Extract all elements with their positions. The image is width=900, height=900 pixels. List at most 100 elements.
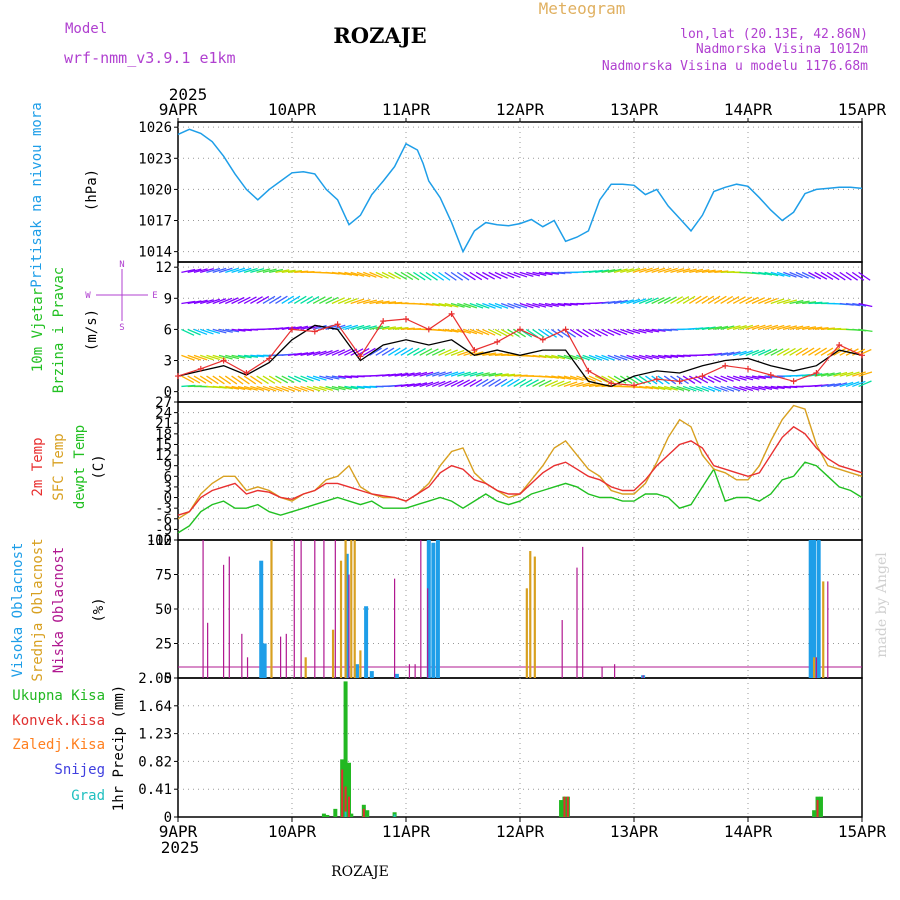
rose-north: N — [119, 260, 124, 270]
wind-red-marker — [471, 347, 478, 354]
wind-arrow — [187, 375, 201, 384]
wind-arrow — [363, 271, 377, 278]
wind-arrow — [676, 375, 689, 385]
wind-arrow — [438, 302, 453, 308]
wind-arrow — [695, 269, 710, 274]
wind-arrow — [676, 295, 690, 305]
wind-arrow — [494, 302, 509, 309]
wind-arrow — [701, 269, 716, 274]
cloud-mid-label: Srednja Oblacnost — [30, 538, 46, 681]
date-label-top: 10APR — [268, 100, 317, 119]
wind-arrow — [218, 297, 233, 305]
wind-arrow — [300, 385, 314, 392]
wind-arrow — [808, 347, 821, 356]
wind-arrow — [682, 295, 696, 305]
y-tick-label: 3 — [164, 354, 172, 370]
wind-arrow — [820, 271, 834, 281]
wind-arrow — [419, 348, 433, 356]
wind-arrow — [362, 347, 376, 356]
wind-arrow — [488, 352, 503, 356]
wind-arrow — [193, 328, 208, 336]
high-cloud-bar — [812, 540, 817, 678]
wind-arrow — [751, 324, 766, 331]
wind-arrow — [538, 271, 553, 276]
wind-arrow — [538, 328, 551, 338]
wind-arrow — [833, 382, 848, 388]
wind-arrow — [256, 385, 271, 392]
wind-arrow — [776, 324, 791, 331]
wind-arrow — [613, 299, 628, 305]
rose-west: W — [85, 291, 91, 301]
wind-red-marker — [836, 341, 843, 348]
wind-arrow — [444, 379, 458, 388]
wind-arrow — [739, 350, 753, 356]
wind-arrow — [783, 299, 798, 305]
wind-arrow — [607, 328, 621, 336]
wind-arrow — [638, 267, 653, 273]
wind-arrow — [475, 328, 490, 336]
wind-arrow — [732, 296, 746, 305]
y-tick-label: 0.82 — [138, 754, 172, 770]
wind-arrow — [256, 268, 271, 273]
y-tick-label: -9 — [155, 522, 172, 538]
wind-arrow — [701, 326, 716, 331]
wind-arrow — [770, 348, 784, 356]
date-label-top: 9APR — [159, 100, 198, 119]
total-precip-bar — [325, 814, 330, 817]
wind-arrow — [275, 326, 290, 331]
wind-arrow — [193, 375, 207, 384]
high-cloud-bar — [426, 540, 431, 678]
wind-arrow — [438, 349, 452, 356]
wind-arrow — [513, 302, 528, 309]
wind-arrow — [645, 297, 659, 305]
wind-arrow — [338, 375, 353, 379]
wind-arrow — [469, 351, 484, 356]
wind-arrow — [425, 271, 438, 281]
wind-arrow — [776, 271, 791, 278]
wind-arrow — [576, 328, 589, 338]
wind-arrow — [306, 385, 321, 392]
wind-red-marker — [243, 369, 250, 376]
wind-red-marker — [631, 382, 637, 389]
wind-arrow — [500, 328, 514, 337]
wind-arrow — [356, 385, 371, 389]
wind-arrow — [664, 354, 679, 358]
wind-arrow — [319, 296, 333, 305]
high-cloud-bar — [262, 643, 267, 678]
wind-arrow — [701, 385, 716, 392]
wind-arrow — [732, 385, 747, 392]
wind-arrow — [406, 347, 420, 356]
wind-arrow — [388, 271, 401, 280]
conv-precip-bar — [563, 796, 566, 817]
wind-arrow — [312, 385, 327, 392]
low-cloud-bar — [394, 578, 396, 678]
wind-arrow — [594, 328, 608, 337]
elevation-label: Nadmorska Visina 1012m — [696, 42, 868, 57]
wind-arrow — [563, 381, 578, 388]
wind-arrow — [808, 326, 823, 331]
wind-arrow — [852, 348, 866, 356]
wind-arrow — [733, 324, 747, 331]
total-precip-bar — [347, 762, 351, 817]
wind-arrow — [344, 385, 359, 390]
wind-arrow — [595, 269, 610, 274]
wind-arrow — [375, 300, 390, 305]
wind-arrow — [494, 378, 508, 387]
wind-arrow — [783, 325, 798, 331]
wind-arrow — [751, 375, 766, 380]
wind-arrow — [231, 385, 246, 391]
cloud-low-label: Niska Oblacnost — [51, 547, 67, 673]
wind-arrow — [544, 380, 559, 388]
wind-arrow — [532, 271, 547, 276]
wind-arrow — [845, 371, 860, 377]
wind-arrow — [425, 371, 440, 377]
wind-arrow — [827, 382, 842, 388]
wind-arrow — [657, 385, 672, 391]
wind-arrow — [275, 385, 289, 392]
wind-arrow — [338, 385, 353, 390]
mid-cloud-bar — [331, 629, 335, 678]
mid-cloud-bar — [350, 540, 353, 678]
wind-arrow — [657, 296, 671, 305]
wind-arrow — [237, 385, 252, 391]
wind-arrow — [500, 302, 515, 309]
